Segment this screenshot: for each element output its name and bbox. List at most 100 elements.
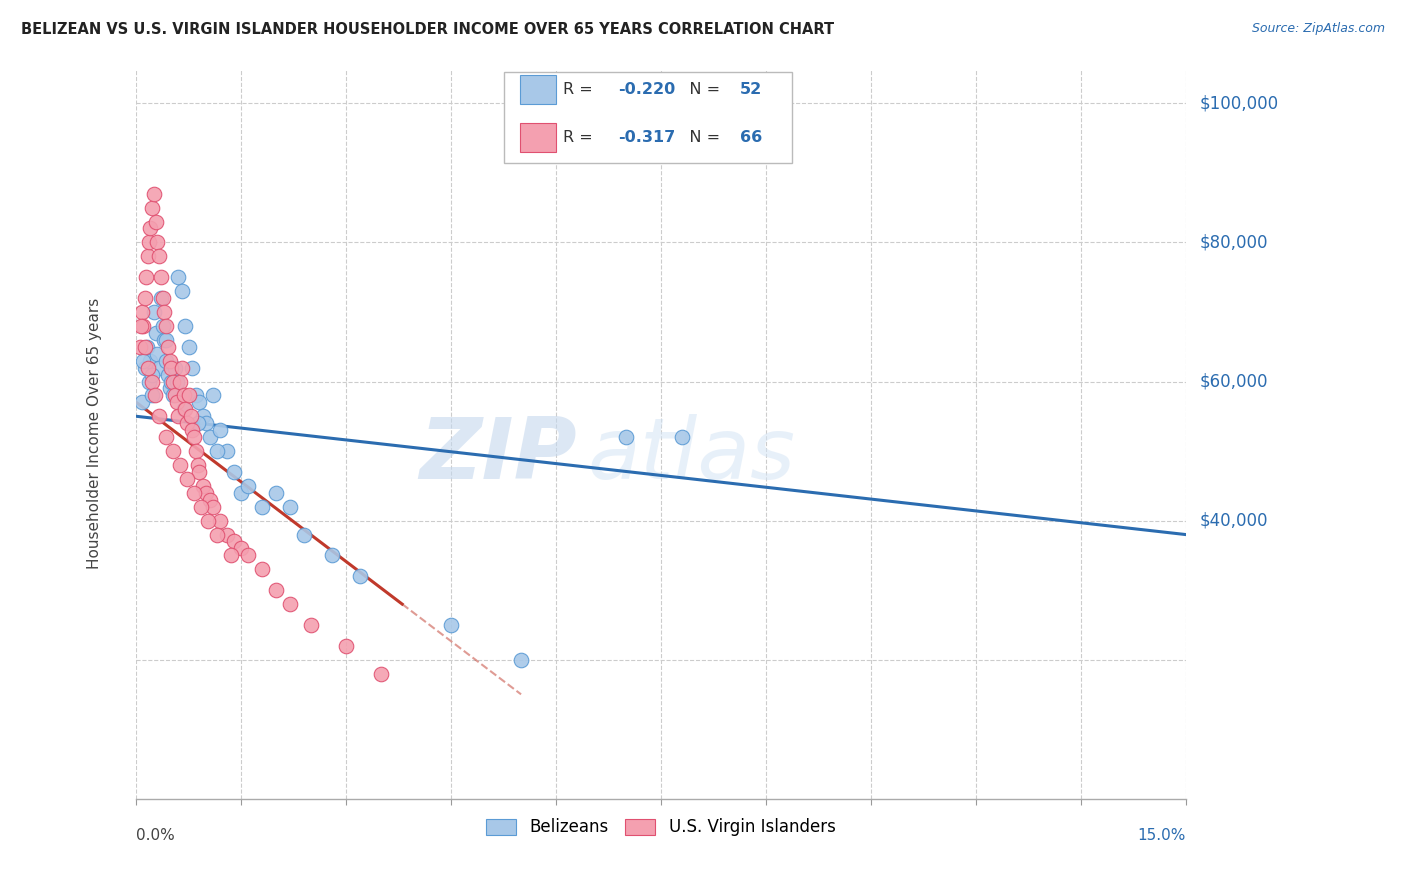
Point xyxy=(170,284,193,298)
Point xyxy=(510,653,533,667)
Point xyxy=(152,318,174,333)
FancyBboxPatch shape xyxy=(520,75,555,104)
Point xyxy=(614,430,637,444)
Text: N =: N = xyxy=(673,82,724,97)
Point xyxy=(183,485,205,500)
Text: $60,000: $60,000 xyxy=(1199,373,1268,391)
Point xyxy=(231,485,253,500)
Text: 0.0%: 0.0% xyxy=(136,828,176,843)
Point xyxy=(224,465,246,479)
Point xyxy=(153,305,176,319)
Point xyxy=(169,458,191,472)
Point xyxy=(252,562,274,576)
Point xyxy=(349,569,371,583)
Point xyxy=(131,395,153,409)
Text: $80,000: $80,000 xyxy=(1199,234,1268,252)
Point xyxy=(264,485,287,500)
Point xyxy=(252,500,274,514)
Point xyxy=(278,597,301,611)
Text: Householder Income Over 65 years: Householder Income Over 65 years xyxy=(87,298,101,569)
Point xyxy=(162,444,184,458)
Point xyxy=(142,186,165,201)
Text: $100,000: $100,000 xyxy=(1199,95,1278,112)
Point xyxy=(181,423,204,437)
Point xyxy=(238,479,260,493)
Point xyxy=(174,318,197,333)
Point xyxy=(177,388,200,402)
Point xyxy=(209,423,232,437)
Text: -0.220: -0.220 xyxy=(617,82,675,97)
Point xyxy=(160,375,183,389)
Point xyxy=(134,360,156,375)
Point xyxy=(299,618,322,632)
Point xyxy=(278,500,301,514)
Point xyxy=(159,382,181,396)
Point xyxy=(188,395,211,409)
Point xyxy=(205,444,228,458)
Point xyxy=(188,465,211,479)
Point xyxy=(152,291,174,305)
Point xyxy=(167,409,190,424)
Point xyxy=(166,395,188,409)
Point xyxy=(156,340,179,354)
Text: BELIZEAN VS U.S. VIRGIN ISLANDER HOUSEHOLDER INCOME OVER 65 YEARS CORRELATION CH: BELIZEAN VS U.S. VIRGIN ISLANDER HOUSEHO… xyxy=(21,22,834,37)
Point xyxy=(132,353,155,368)
Point xyxy=(134,291,156,305)
Point xyxy=(195,416,218,430)
Point xyxy=(173,388,195,402)
Point xyxy=(155,318,177,333)
Point xyxy=(134,340,156,354)
Text: $40,000: $40,000 xyxy=(1199,512,1268,530)
Point xyxy=(231,541,253,556)
Text: 52: 52 xyxy=(740,82,762,97)
Point xyxy=(440,618,463,632)
Point xyxy=(198,492,221,507)
Point xyxy=(148,249,170,263)
Point xyxy=(217,527,239,541)
Text: ZIP: ZIP xyxy=(419,414,576,497)
Point xyxy=(176,416,198,430)
Point xyxy=(224,534,246,549)
Point xyxy=(173,402,195,417)
Point xyxy=(292,527,315,541)
Point xyxy=(136,249,159,263)
Point xyxy=(145,214,167,228)
Point xyxy=(128,340,150,354)
Point xyxy=(153,333,176,347)
Point xyxy=(177,340,200,354)
Text: atlas: atlas xyxy=(588,414,796,497)
Point xyxy=(149,291,172,305)
Text: Source: ZipAtlas.com: Source: ZipAtlas.com xyxy=(1251,22,1385,36)
Point xyxy=(156,368,179,382)
Point xyxy=(143,388,166,402)
Point xyxy=(181,360,204,375)
Point xyxy=(136,360,159,375)
Point xyxy=(135,340,157,354)
Point xyxy=(132,318,155,333)
Point xyxy=(187,458,209,472)
Point xyxy=(167,270,190,285)
Point xyxy=(197,514,219,528)
Point xyxy=(163,360,186,375)
Point xyxy=(142,305,165,319)
Point xyxy=(131,305,153,319)
Point xyxy=(176,472,198,486)
Point xyxy=(141,375,163,389)
Point xyxy=(166,375,188,389)
Point xyxy=(671,430,693,444)
Point xyxy=(129,318,152,333)
Point xyxy=(195,485,218,500)
Point xyxy=(163,388,186,402)
Text: 66: 66 xyxy=(740,129,762,145)
FancyBboxPatch shape xyxy=(520,122,555,152)
Point xyxy=(209,514,232,528)
Point xyxy=(184,444,207,458)
Point xyxy=(149,270,172,285)
Point xyxy=(169,375,191,389)
Legend: Belizeans, U.S. Virgin Islanders: Belizeans, U.S. Virgin Islanders xyxy=(479,812,842,843)
Point xyxy=(141,388,163,402)
Point xyxy=(191,479,214,493)
Point xyxy=(174,402,197,417)
Point xyxy=(138,375,160,389)
Point xyxy=(187,416,209,430)
